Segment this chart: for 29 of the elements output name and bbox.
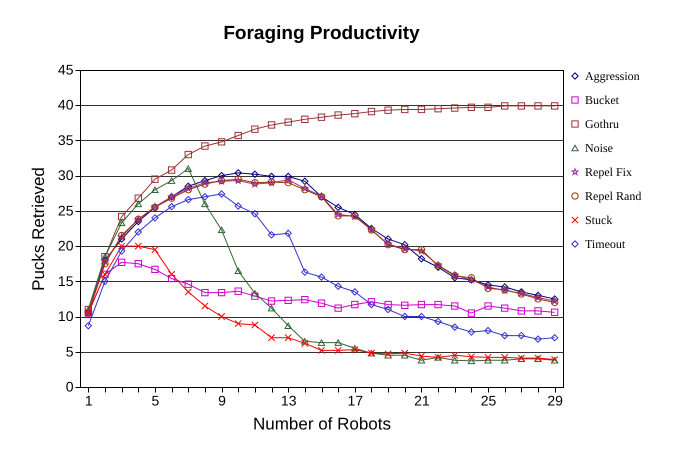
y-tick-label: 35 [58,132,74,148]
x-tick-label: 13 [280,392,297,408]
x-tick-label: 21 [414,392,430,408]
x-tick-label: 17 [348,392,364,408]
x-tick-label: 5 [152,392,160,408]
legend-label: Noise [585,141,613,155]
chart-title: Foraging Productivity [223,23,420,44]
y-tick-label: 15 [58,272,74,289]
x-tick-label: 1 [84,392,93,408]
legend-label: Bucket [585,93,620,107]
legend-label: Stuck [585,213,612,227]
y-tick-label: 10 [58,308,74,324]
x-tick-label: 25 [480,392,497,408]
legend-label: Timeout [585,237,626,251]
y-tick-label: 25 [58,202,74,218]
y-axis-title: Pucks Retrieved [28,167,48,291]
y-tick-label: 45 [58,62,74,78]
legend-label: Repel Fix [585,165,632,179]
legend-label: Gothru [585,117,619,131]
y-tick-label: 20 [58,238,74,254]
y-tick-label: 30 [58,167,74,184]
x-axis-title: Number of Robots [253,414,391,434]
x-tick-label: 29 [547,392,564,408]
legend-label: Aggression [585,69,640,83]
x-tick-label: 9 [218,392,226,408]
y-tick-label: 40 [58,96,74,113]
y-tick-label: 5 [66,343,74,360]
y-tick-label: 0 [66,378,74,394]
legend-label: Repel Rand [585,189,642,203]
